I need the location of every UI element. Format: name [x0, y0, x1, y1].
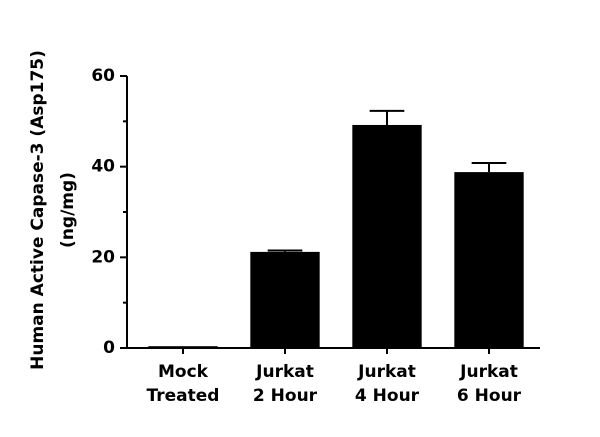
y-tick-label: 60: [91, 66, 115, 86]
y-axis-title-line: Human Active Capase-3 (Asp175): [28, 50, 48, 370]
bar: [454, 172, 524, 348]
y-tick-label: 40: [91, 157, 115, 177]
x-tick-label: Mock: [158, 362, 209, 382]
bar: [148, 346, 218, 348]
x-tick-label: 4 Hour: [355, 386, 420, 406]
x-tick-label: Jurkat: [459, 362, 518, 382]
x-tick-label: Jurkat: [357, 362, 416, 382]
x-tick-label: Jurkat: [255, 362, 314, 382]
error-bar: [471, 162, 507, 173]
y-tick-label: 0: [103, 338, 115, 358]
y-axis-title-line: (ng/mg): [58, 172, 78, 248]
bar: [352, 124, 422, 349]
bar: [250, 251, 320, 348]
error-bar: [369, 109, 405, 125]
y-axis-title: Human Active Capase-3 (Asp175) (ng/mg): [28, 50, 78, 370]
error-bar: [267, 249, 303, 252]
y-tick-label: 20: [91, 247, 115, 267]
x-tick-label: 2 Hour: [253, 386, 318, 406]
x-tick-label: 6 Hour: [457, 386, 522, 406]
x-tick-label: Treated: [147, 386, 220, 406]
